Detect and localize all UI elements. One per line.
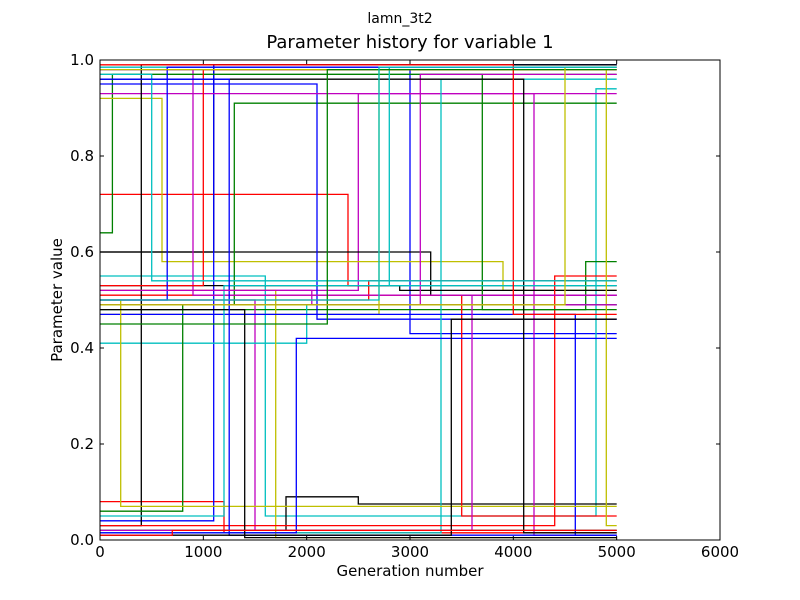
- series-line-32: [100, 337, 617, 534]
- y-axis-label: Parameter value: [48, 238, 66, 362]
- x-tick-label: 0: [95, 543, 105, 561]
- y-tick-label: 0.0: [70, 531, 94, 549]
- x-tick-label: 2000: [288, 543, 326, 561]
- x-tick-label: 1000: [184, 543, 222, 561]
- figure-suptitle: lamn_3t2: [367, 11, 432, 27]
- series-layer: [100, 64, 617, 539]
- series-line-34: [100, 78, 617, 534]
- series-line-43: [100, 73, 617, 282]
- series-line-5: [100, 88, 617, 517]
- ticks-layer: 0 1000 2000 3000 4000 5000 6000 0.0 0.2 0.4 0.6 0.8…: [70, 51, 739, 561]
- series-line-42: [100, 64, 617, 316]
- y-tick-label: 0.2: [70, 435, 94, 453]
- x-tick-label: 4000: [494, 543, 532, 561]
- series-line-41: [100, 308, 617, 539]
- chart-title: Parameter history for variable 1: [266, 32, 553, 53]
- series-line-44: [100, 68, 617, 325]
- series-line-49: [100, 529, 617, 536]
- x-tick-label: 3000: [391, 543, 429, 561]
- x-axis-label: Generation number: [337, 562, 485, 580]
- series-line-29: [100, 275, 617, 527]
- y-tick-label: 0.8: [70, 147, 94, 165]
- series-line-47: [100, 318, 617, 536]
- series-line-30: [100, 73, 617, 311]
- y-tick-label: 1.0: [70, 51, 94, 69]
- x-tick-label: 5000: [598, 543, 636, 561]
- series-line-50: [100, 66, 617, 301]
- x-tick-label: 6000: [701, 543, 739, 561]
- y-tick-label: 0.4: [70, 339, 94, 357]
- y-tick-label: 0.6: [70, 243, 94, 261]
